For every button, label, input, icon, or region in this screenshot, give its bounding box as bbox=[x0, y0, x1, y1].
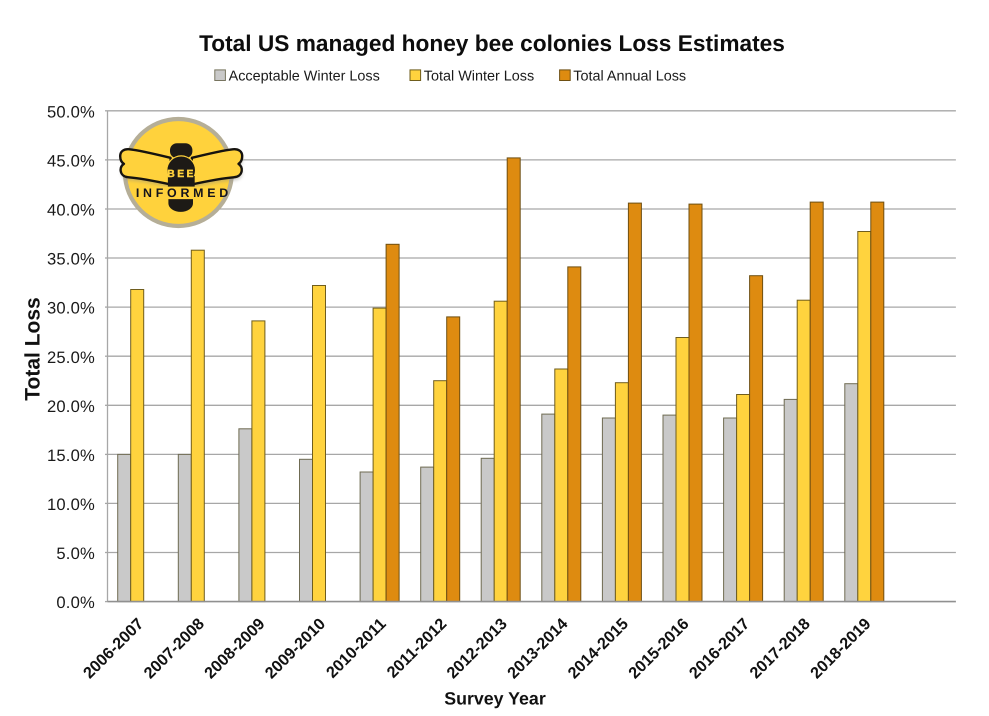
svg-text:Total Winter Loss: Total Winter Loss bbox=[424, 69, 534, 85]
svg-text:5.0%: 5.0% bbox=[56, 544, 95, 563]
svg-text:Acceptable Winter Loss: Acceptable Winter Loss bbox=[229, 69, 380, 85]
svg-text:15.0%: 15.0% bbox=[47, 446, 95, 465]
svg-text:25.0%: 25.0% bbox=[47, 348, 95, 367]
svg-text:10.0%: 10.0% bbox=[47, 495, 95, 514]
svg-text:INFORMED: INFORMED bbox=[136, 186, 232, 200]
svg-text:BEE: BEE bbox=[167, 169, 196, 180]
svg-text:35.0%: 35.0% bbox=[47, 250, 95, 269]
svg-text:Total Annual Loss: Total Annual Loss bbox=[573, 69, 686, 85]
svg-text:Survey Year: Survey Year bbox=[444, 689, 546, 709]
svg-text:30.0%: 30.0% bbox=[47, 299, 95, 318]
svg-text:Total Loss: Total Loss bbox=[22, 297, 45, 400]
svg-text:0.0%: 0.0% bbox=[56, 593, 95, 612]
svg-text:50.0%: 50.0% bbox=[47, 102, 95, 121]
svg-text:Total US managed honey bee col: Total US managed honey bee colonies Loss… bbox=[199, 30, 785, 56]
svg-text:45.0%: 45.0% bbox=[47, 152, 95, 171]
svg-text:20.0%: 20.0% bbox=[47, 397, 95, 416]
svg-text:40.0%: 40.0% bbox=[47, 201, 95, 220]
